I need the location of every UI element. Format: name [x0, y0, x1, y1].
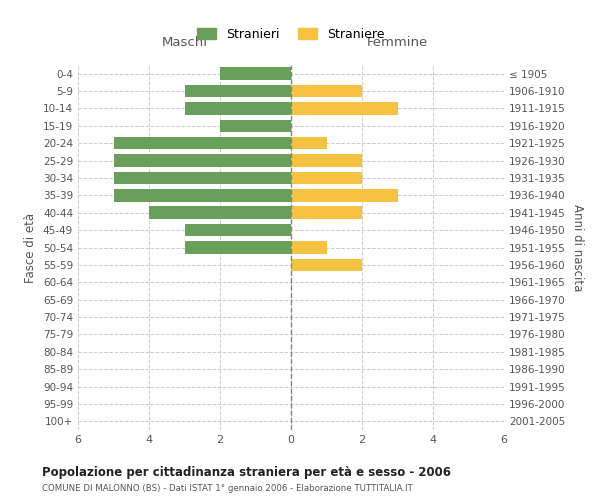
Bar [291, 172, 362, 184]
Bar [185, 241, 291, 254]
Bar [185, 102, 291, 115]
Bar [220, 120, 291, 132]
Bar [291, 154, 362, 167]
Bar [291, 102, 398, 115]
Text: Maschi: Maschi [161, 36, 208, 50]
Bar [291, 241, 326, 254]
Y-axis label: Anni di nascita: Anni di nascita [571, 204, 584, 291]
Bar [291, 206, 362, 219]
Bar [149, 206, 291, 219]
Legend: Stranieri, Straniere: Stranieri, Straniere [194, 24, 388, 44]
Text: Femmine: Femmine [367, 36, 428, 50]
Bar [113, 189, 291, 202]
Bar [291, 189, 398, 202]
Bar [113, 154, 291, 167]
Text: Popolazione per cittadinanza straniera per età e sesso - 2006: Popolazione per cittadinanza straniera p… [42, 466, 451, 479]
Bar [113, 137, 291, 149]
Text: COMUNE DI MALONNO (BS) - Dati ISTAT 1° gennaio 2006 - Elaborazione TUTTITALIA.IT: COMUNE DI MALONNO (BS) - Dati ISTAT 1° g… [42, 484, 413, 493]
Bar [185, 224, 291, 236]
Bar [220, 68, 291, 80]
Bar [291, 258, 362, 271]
Y-axis label: Fasce di età: Fasce di età [25, 212, 37, 282]
Bar [113, 172, 291, 184]
Bar [291, 85, 362, 98]
Bar [291, 137, 326, 149]
Bar [185, 85, 291, 98]
